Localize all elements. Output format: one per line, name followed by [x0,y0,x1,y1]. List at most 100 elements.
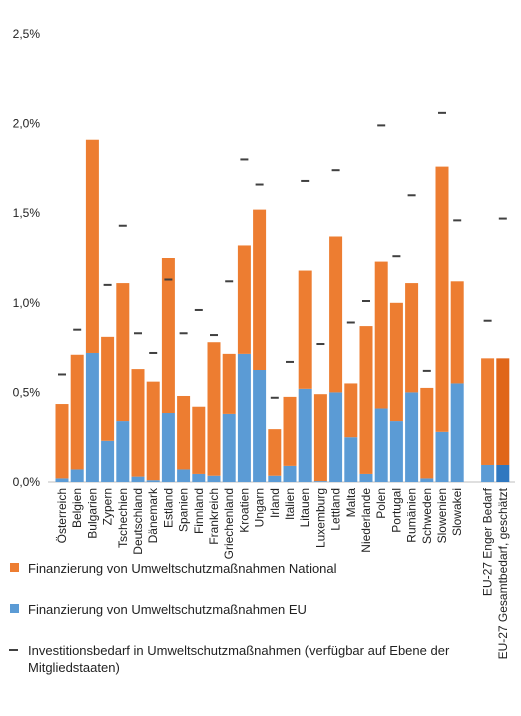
bar-segment [344,383,358,438]
x-tick-label: Lettland [329,488,343,531]
bar-segment [131,369,145,477]
bar-segment [374,261,388,409]
x-tick-label: Bulgarien [85,488,99,539]
bar-segment [146,381,160,481]
bar-segment [344,437,358,482]
bar-segment [405,283,419,393]
x-tick-label: Rumänien [405,488,419,543]
x-tick-label: Frankreich [207,488,221,545]
bar-segment [389,421,403,482]
x-tick-label: Finnland [192,488,206,534]
bar-segment [207,342,221,476]
bar-segment [268,475,282,482]
x-tick-label: Luxemburg [313,488,327,548]
bar-segment [389,302,403,422]
bar-segment [116,421,130,482]
bar-segment [146,480,160,482]
bar-segment [177,395,191,470]
x-tick-label: Niederlande [359,488,373,553]
bar-segment [222,353,236,414]
bar-segment [405,392,419,482]
bar-segment [55,478,69,482]
bar-segment [70,469,84,482]
bar-segment [161,413,175,482]
bar-segment [435,431,449,482]
bar-segment [374,408,388,482]
x-tick-label: Italien [283,488,297,520]
bar-segment [481,464,495,482]
bar-segment [450,281,464,384]
bar-segment [435,166,449,432]
x-tick-label: Dänemark [146,487,160,543]
bar-segment [283,396,297,466]
y-tick-label: 1,5% [13,206,41,220]
bar-segment [253,370,267,482]
bar-segment [116,283,130,422]
bar-segment [177,469,191,482]
bar-segment [85,139,99,353]
x-tick-label: EU-27 Gesamtbedarf, geschätzt [496,487,510,659]
x-tick-label: Tschechien [116,488,130,548]
x-tick-label: Spanien [177,488,191,532]
legend-label: Investitionsbedarf in Umweltschutzmaßnah… [28,643,450,675]
x-tick-label: Slowenien [435,488,449,543]
bar-segment [450,383,464,482]
bar-segment [496,464,510,482]
legend-item: Finanzierung von Umweltschutzmaßnahmen N… [10,560,508,577]
x-tick-label: Österreich [55,488,69,543]
bar-segment [131,476,145,482]
bar-segment [329,236,343,393]
bar-segment [481,358,495,465]
bar-segment [237,353,251,482]
x-tick-label: Deutschland [131,488,145,555]
x-tick-label: Litauen [298,488,312,527]
x-tick-label: Kroatien [237,488,251,533]
legend-label: Finanzierung von Umweltschutzmaßnahmen E… [28,602,307,617]
bar-segment [268,429,282,476]
bar-segment [420,387,434,479]
y-tick-label: 0,5% [13,385,41,399]
bar-segment [85,352,99,482]
legend-swatch [9,649,18,651]
legend-label: Finanzierung von Umweltschutzmaßnahmen N… [28,561,337,576]
legend-item: Finanzierung von Umweltschutzmaßnahmen E… [10,601,508,618]
y-tick-label: 1,0% [13,296,41,310]
bar-segment [222,413,236,482]
bar-segment [55,404,69,479]
x-tick-label: Malta [344,488,358,518]
bar-segment [161,258,175,414]
bar-segment [496,358,510,465]
y-tick-label: 2,0% [13,117,41,131]
bar-segment [359,326,373,474]
bar-segment [192,473,206,482]
x-tick-label: Irland [268,488,282,518]
bar-segment [298,270,312,389]
legend-item: Investitionsbedarf in Umweltschutzmaßnah… [9,642,508,676]
bar-segment [101,440,115,482]
bar-segment [253,209,267,370]
bar-segment [298,388,312,482]
bar-segment [420,478,434,482]
x-tick-label: Ungarn [253,488,267,527]
x-tick-label: Portugal [389,488,403,533]
x-tick-label: Belgien [70,488,84,528]
y-tick-label: 2,5% [13,27,41,41]
x-tick-label: Estland [161,488,175,528]
x-tick-label: Zypern [101,488,115,525]
legend-swatch [10,604,19,613]
bar-segment [313,481,327,482]
y-tick-label: 0,0% [13,475,41,489]
x-tick-label: Slowakei [450,488,464,536]
x-tick-label: Polen [374,488,388,519]
x-tick-label: Schweden [420,488,434,544]
x-tick-label: Griechenland [222,488,236,559]
bar-segment [207,475,221,482]
bar-segment [70,354,84,470]
bar-segment [329,392,343,482]
bar-segment [359,473,373,482]
bar-segment [313,394,327,482]
legend-swatch [10,563,19,572]
x-tick-label: EU-27 Enger Bedarf [481,487,495,596]
